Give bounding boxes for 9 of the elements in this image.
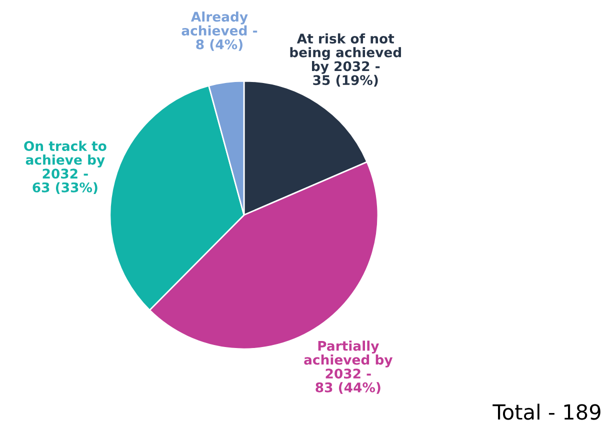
data-label: 63 (33%)	[32, 182, 98, 194]
data-label: 83 (44%)	[316, 382, 380, 394]
slice-label: On track to achieve by 2032 -	[24, 140, 106, 179]
data-label: 35 (19%)	[313, 74, 378, 87]
slice-label: Already achieved -	[182, 12, 258, 36]
slice-label: At risk of not being achieved by 2032 -	[290, 33, 401, 74]
data-label: 8 (4%)	[196, 39, 242, 51]
slice-label: Partially achieved by 2032 -	[304, 340, 393, 379]
text: Total - 189	[492, 404, 600, 420]
